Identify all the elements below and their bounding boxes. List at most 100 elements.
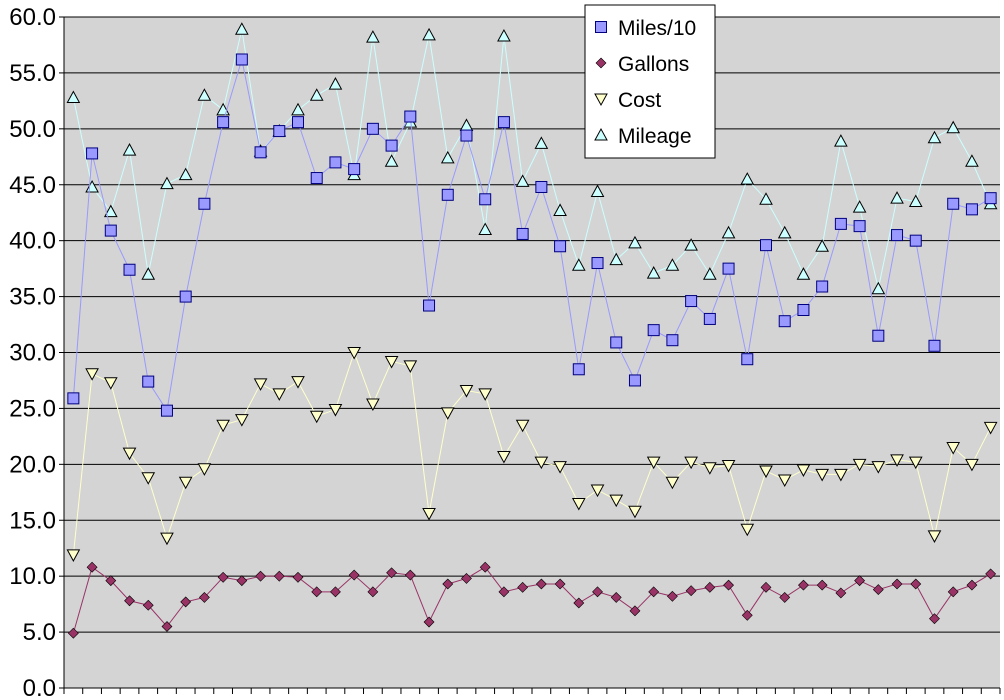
data-point xyxy=(666,334,679,347)
data-point xyxy=(479,193,492,206)
data-point xyxy=(722,262,735,275)
data-point xyxy=(740,172,755,185)
data-point xyxy=(142,375,155,388)
data-point xyxy=(498,586,510,598)
data-point xyxy=(385,139,398,152)
data-point xyxy=(348,163,361,176)
data-point xyxy=(928,339,941,352)
data-point xyxy=(478,388,493,401)
data-point xyxy=(440,407,455,420)
data-point xyxy=(86,147,99,160)
series-layer xyxy=(66,22,998,639)
data-point xyxy=(348,569,360,581)
data-point xyxy=(384,355,399,369)
data-point xyxy=(573,597,585,609)
data-point xyxy=(272,388,287,401)
data-point xyxy=(927,130,942,144)
data-point xyxy=(515,419,530,433)
data-point xyxy=(797,304,810,317)
data-point xyxy=(404,569,416,581)
data-point xyxy=(309,88,324,101)
data-point xyxy=(684,456,698,470)
data-point xyxy=(366,398,380,411)
data-point xyxy=(854,575,866,587)
y-tick-label: 40.0 xyxy=(9,228,56,255)
data-point xyxy=(497,28,511,42)
data-point xyxy=(965,203,978,216)
data-point xyxy=(965,154,979,167)
data-point xyxy=(985,568,997,580)
data-point xyxy=(178,167,193,181)
data-point xyxy=(516,227,529,240)
data-point xyxy=(815,239,830,252)
data-point xyxy=(67,627,79,639)
data-point xyxy=(590,184,605,197)
data-point xyxy=(160,404,173,417)
data-point xyxy=(759,465,773,479)
data-point xyxy=(966,579,978,591)
data-point xyxy=(609,494,624,508)
data-point xyxy=(872,584,884,596)
data-point xyxy=(460,129,473,142)
data-point xyxy=(666,590,678,602)
legend-item: Mileage xyxy=(594,125,692,148)
data-point xyxy=(741,609,753,621)
x-axis xyxy=(63,687,1001,694)
data-point xyxy=(685,295,698,308)
series-line xyxy=(72,59,991,413)
data-point xyxy=(534,456,549,470)
data-point xyxy=(759,192,773,205)
data-point xyxy=(122,143,137,156)
data-point xyxy=(273,570,285,582)
data-point xyxy=(141,472,156,485)
data-point xyxy=(403,360,418,373)
data-point xyxy=(647,324,660,337)
data-point xyxy=(534,136,549,149)
y-tick-label: 5.0 xyxy=(23,619,56,646)
data-point xyxy=(609,252,624,266)
data-point xyxy=(366,30,380,43)
y-tick-label: 45.0 xyxy=(9,172,56,199)
data-point xyxy=(648,586,660,598)
data-point xyxy=(142,599,154,611)
data-point xyxy=(309,410,324,424)
data-point xyxy=(723,579,734,591)
data-point xyxy=(835,587,847,599)
data-point xyxy=(180,596,192,608)
series-cost xyxy=(66,347,998,562)
data-point xyxy=(386,567,398,579)
data-point xyxy=(254,146,267,159)
data-point xyxy=(384,154,399,167)
data-point xyxy=(946,442,961,455)
y-tick-label: 60.0 xyxy=(9,4,56,31)
data-point xyxy=(591,257,604,270)
data-point xyxy=(123,263,136,276)
data-point xyxy=(740,523,755,537)
data-point xyxy=(590,484,605,498)
data-point xyxy=(198,197,211,210)
series-line xyxy=(72,29,992,289)
data-point xyxy=(217,116,230,129)
data-point xyxy=(66,90,81,104)
data-point xyxy=(665,258,680,271)
data-point xyxy=(442,578,454,590)
data-point xyxy=(592,586,603,598)
data-point xyxy=(760,581,772,593)
data-point xyxy=(553,461,567,474)
data-point xyxy=(292,571,304,583)
data-point xyxy=(852,200,867,213)
data-point xyxy=(273,125,286,138)
data-point xyxy=(852,458,867,472)
data-point xyxy=(497,116,510,129)
data-point xyxy=(366,122,379,135)
data-point xyxy=(67,392,80,405)
data-point xyxy=(311,586,323,598)
legend: Miles/10 Gallons Cost Mileage xyxy=(584,4,716,159)
y-tick-label: 50.0 xyxy=(9,116,56,143)
data-point xyxy=(929,613,940,625)
data-point xyxy=(122,447,137,461)
data-point xyxy=(628,374,641,387)
data-point xyxy=(347,347,362,360)
y-tick-label: 15.0 xyxy=(9,507,56,534)
